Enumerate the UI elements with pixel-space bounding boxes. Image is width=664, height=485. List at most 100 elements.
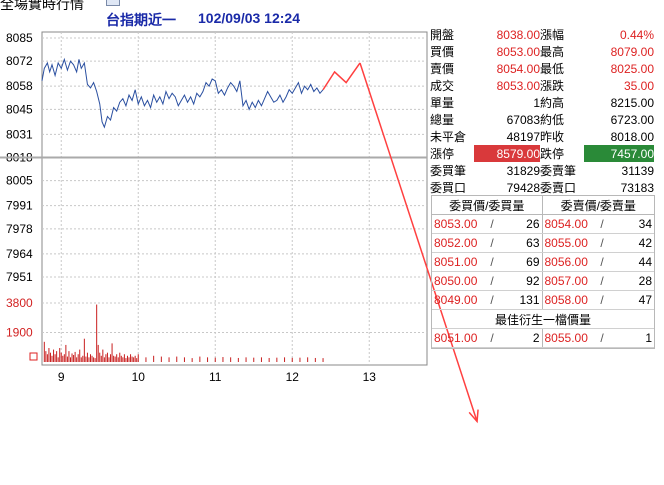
annotation-zigzag-line	[322, 62, 361, 91]
quote-value: 8079.00	[610, 44, 654, 59]
book-qty: 42	[610, 233, 654, 253]
time-tick-label: 9	[58, 370, 65, 384]
quote-value: 8053.00	[496, 78, 540, 93]
book-qty: 47	[610, 290, 654, 310]
time-tick-label: 13	[363, 370, 377, 384]
book-qty: 131	[500, 290, 542, 310]
quote-value: 73183	[620, 180, 654, 195]
quote-label: 漲停	[430, 147, 455, 161]
book-price: 8052.00	[432, 233, 484, 253]
quote-row: 開盤 8038.00 漲幅 0.44%	[430, 26, 654, 43]
book-slash: /	[484, 252, 500, 272]
order-book-row: 8052.00/63 8055.00/42	[432, 233, 654, 253]
price-tick-label: 7964	[6, 247, 33, 261]
quote-label: 開盤	[430, 28, 455, 42]
quote-value: 31829	[506, 163, 540, 178]
order-book-table: 委買價/委買量 委賣價/委賣量 8053.00/26 8054.00/34 8052…	[432, 196, 654, 348]
window-icon[interactable]	[106, 0, 120, 6]
annotation-arrow-head-icon	[468, 409, 479, 424]
price-tick-label: 7978	[6, 222, 33, 236]
quote-label: 委買筆	[430, 164, 467, 178]
instrument-title: 台指期近一	[106, 12, 176, 28]
quote-row: 未平倉 48197 昨收 8018.00	[430, 128, 654, 145]
quote-row: 賣價 8054.00 最低 8025.00	[430, 60, 654, 77]
quote-value: 8579.00	[474, 145, 540, 162]
order-book-row: 8050.00/92 8057.00/28	[432, 271, 654, 291]
book-price: 8058.00	[541, 290, 594, 310]
book-price: 8049.00	[432, 290, 484, 310]
bid-header: 委買價/委買量	[432, 196, 542, 215]
app-title-text: 全場實時行情	[0, 0, 84, 12]
quote-value: 48197	[506, 129, 540, 144]
book-price: 8053.00	[432, 214, 484, 234]
price-tick-label: 8005	[6, 174, 33, 188]
quote-label: 單量	[430, 96, 455, 110]
book-slash: /	[594, 328, 610, 348]
book-qty: 1	[610, 328, 654, 348]
quote-value: 8053.00	[496, 44, 540, 59]
time-axis-ticks: 9 10 11 12 13	[58, 370, 376, 384]
book-qty: 44	[610, 252, 654, 272]
price-volume-chart: 8085807280588045803180188005799179787964…	[0, 31, 428, 384]
quote-value: 8215.00	[610, 95, 654, 110]
book-qty: 2	[500, 328, 542, 348]
quote-label: 約低	[540, 113, 565, 127]
book-qty: 26	[500, 214, 542, 234]
quote-label: 買價	[430, 45, 455, 59]
best-derivative-header: 最佳衍生一檔價量	[432, 309, 654, 329]
quote-row: 總量 67083 約低 6723.00	[430, 111, 654, 128]
quote-label: 漲幅	[540, 28, 565, 42]
quote-value: 8054.00	[496, 61, 540, 76]
order-book-row: 8049.00/131 8058.00/47	[432, 290, 654, 310]
quote-label: 最低	[540, 62, 565, 76]
volume-tick-label: 3800	[6, 296, 33, 310]
book-price: 8051.00	[432, 252, 484, 272]
quote-panel: 開盤 8038.00 漲幅 0.44% 買價 8053.00 最高 8079.00 賣價 8054…	[430, 26, 654, 196]
price-tick-label: 8072	[6, 54, 33, 68]
annotation-arrow-line	[359, 62, 478, 422]
chart-grid	[42, 32, 427, 365]
quote-label: 漲跌	[540, 79, 565, 93]
book-qty: 69	[500, 252, 542, 272]
time-tick-label: 12	[286, 370, 300, 384]
quote-label: 最高	[540, 45, 565, 59]
book-slash: /	[594, 290, 610, 310]
quote-value: 6723.00	[610, 112, 654, 127]
quote-value: 7457.00	[584, 145, 654, 162]
quote-value: 8018.00	[610, 129, 654, 144]
price-tick-label: 8031	[6, 127, 33, 141]
book-slash: /	[484, 233, 500, 253]
price-tick-label: 7991	[6, 199, 33, 213]
quote-value: 8038.00	[496, 27, 540, 42]
quote-row: 單量 1 約高 8215.00	[430, 94, 654, 111]
book-slash: /	[484, 214, 500, 234]
price-tick-label: 7951	[6, 270, 33, 284]
book-price: 8056.00	[541, 252, 594, 272]
book-qty: 34	[610, 214, 654, 234]
quote-row: 漲停 8579.00 跌停 7457.00	[430, 145, 654, 162]
time-tick-label: 11	[209, 370, 222, 384]
quote-label: 委賣口	[540, 181, 577, 195]
price-tick-label: 8045	[6, 102, 33, 116]
order-book-row: 8053.00/26 8054.00/34	[432, 214, 654, 234]
book-slash: /	[594, 252, 610, 272]
book-qty: 28	[610, 271, 654, 291]
time-tick-label: 10	[132, 370, 146, 384]
quote-table: 開盤 8038.00 漲幅 0.44% 買價 8053.00 最高 8079.00 賣價 8054…	[430, 26, 654, 196]
book-slash: /	[484, 271, 500, 291]
datetime-label: 102/09/03 12:24	[198, 10, 300, 26]
book-slash: /	[484, 328, 500, 348]
quote-value: 79428	[506, 180, 540, 195]
quote-label: 成交	[430, 79, 455, 93]
quote-value: 31139	[621, 163, 654, 178]
order-book: 委買價/委買量 委賣價/委賣量 8053.00/26 8054.00/34 8052…	[431, 195, 655, 349]
book-slash: /	[594, 233, 610, 253]
volume-legend-square-icon	[29, 352, 38, 361]
quote-value: 8025.00	[610, 61, 654, 76]
volume-bars	[43, 304, 324, 362]
quote-label: 總量	[430, 113, 455, 127]
book-qty: 92	[500, 271, 542, 291]
book-price: 8055.00	[541, 233, 594, 253]
book-price: 8055.00	[541, 328, 594, 348]
